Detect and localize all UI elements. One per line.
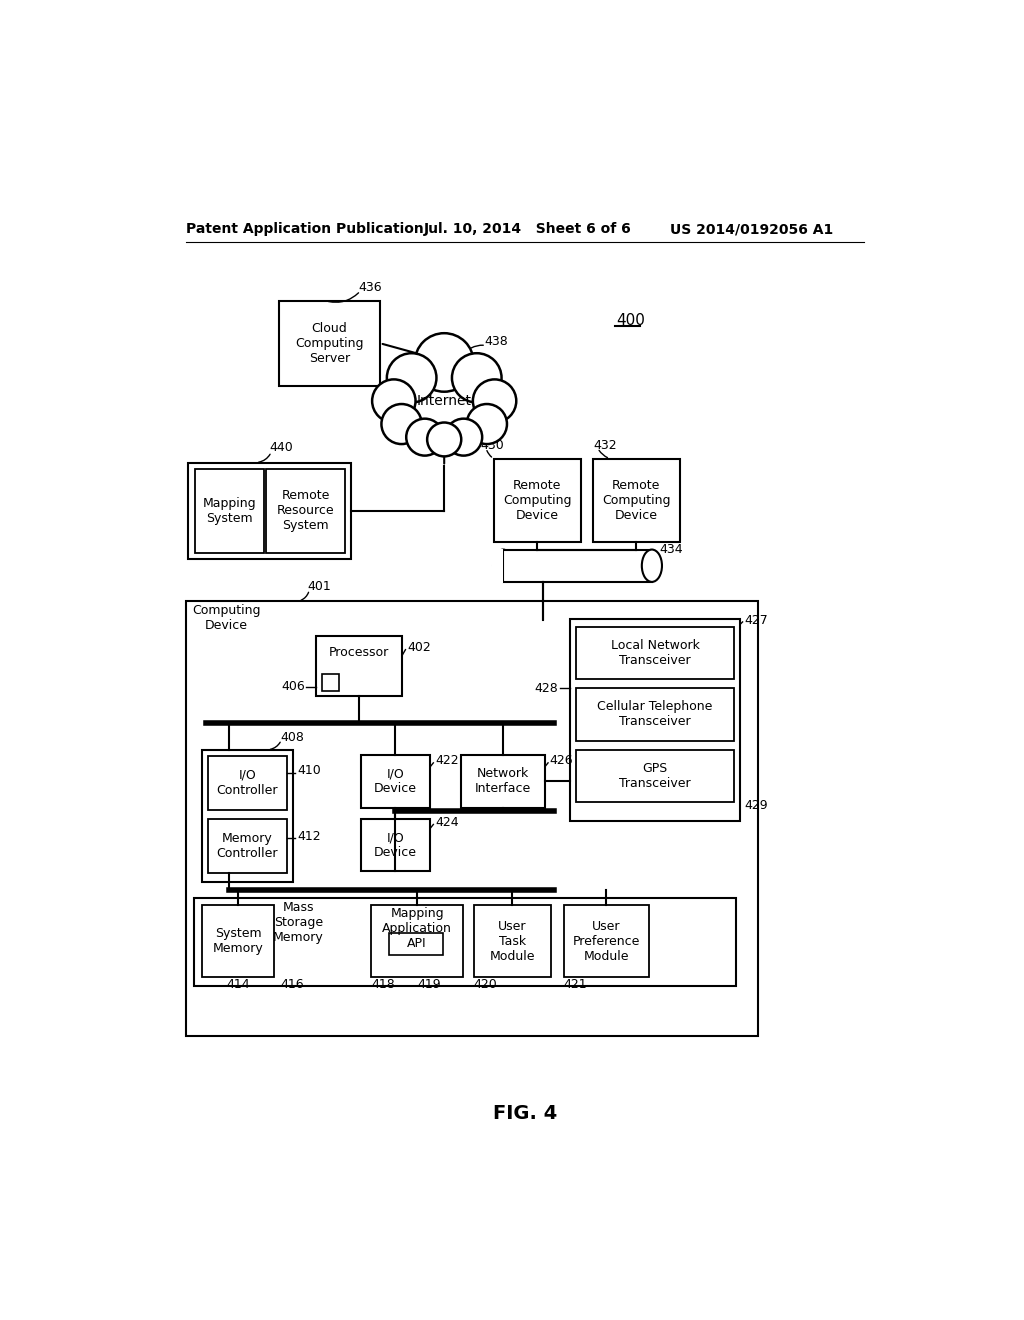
Text: I/O
Device: I/O Device xyxy=(374,832,417,859)
Text: System
Memory: System Memory xyxy=(213,927,263,956)
Text: Cellular Telephone
Transceiver: Cellular Telephone Transceiver xyxy=(597,701,713,729)
Text: 418: 418 xyxy=(372,978,395,991)
Bar xyxy=(569,619,740,821)
Circle shape xyxy=(372,379,416,422)
Bar xyxy=(266,469,345,553)
Text: 429: 429 xyxy=(744,799,768,812)
Bar xyxy=(322,675,339,692)
Circle shape xyxy=(427,422,461,457)
Text: Network
Interface: Network Interface xyxy=(475,767,531,796)
Text: Remote
Computing
Device: Remote Computing Device xyxy=(602,479,671,521)
Text: 427: 427 xyxy=(744,614,768,627)
Text: 416: 416 xyxy=(280,978,303,991)
Text: 410: 410 xyxy=(297,764,321,777)
Bar xyxy=(563,906,649,977)
Bar xyxy=(494,459,581,543)
Text: 420: 420 xyxy=(474,978,498,991)
Text: Local Network
Transceiver: Local Network Transceiver xyxy=(610,639,699,667)
Bar xyxy=(195,469,264,553)
Text: FIG. 4: FIG. 4 xyxy=(493,1104,557,1123)
Text: User
Task
Module: User Task Module xyxy=(489,920,536,962)
Text: 408: 408 xyxy=(280,731,304,744)
Text: 438: 438 xyxy=(484,335,508,348)
Text: Mapping
Application: Mapping Application xyxy=(382,907,452,935)
Bar xyxy=(593,459,680,543)
Bar xyxy=(194,898,736,986)
Circle shape xyxy=(445,418,482,455)
Text: 428: 428 xyxy=(535,681,558,694)
Text: 432: 432 xyxy=(593,440,616,453)
Text: 406: 406 xyxy=(281,680,305,693)
Bar xyxy=(372,906,463,977)
Bar xyxy=(575,627,734,678)
Text: User
Preference
Module: User Preference Module xyxy=(572,920,640,962)
Circle shape xyxy=(381,404,422,444)
Bar xyxy=(503,549,652,582)
Circle shape xyxy=(387,354,436,403)
Bar xyxy=(360,755,430,808)
Text: 400: 400 xyxy=(616,313,645,327)
Text: Remote
Resource
System: Remote Resource System xyxy=(276,490,334,532)
Text: 424: 424 xyxy=(435,816,459,829)
Text: 414: 414 xyxy=(226,978,250,991)
Bar xyxy=(493,549,503,582)
Text: 422: 422 xyxy=(435,754,459,767)
Text: GPS
Transceiver: GPS Transceiver xyxy=(620,762,691,789)
Circle shape xyxy=(467,404,507,444)
Text: 434: 434 xyxy=(659,543,683,556)
Text: 440: 440 xyxy=(270,441,294,454)
Text: 419: 419 xyxy=(417,978,440,991)
Ellipse shape xyxy=(642,549,662,582)
Text: I/O
Controller: I/O Controller xyxy=(217,768,279,797)
Bar xyxy=(461,755,545,808)
Text: 401: 401 xyxy=(308,579,332,593)
Text: API: API xyxy=(407,937,426,950)
Bar xyxy=(575,750,734,803)
Bar xyxy=(360,818,430,871)
Circle shape xyxy=(452,354,502,403)
Bar xyxy=(208,756,287,810)
Text: 402: 402 xyxy=(407,640,431,653)
Text: 421: 421 xyxy=(563,978,587,991)
Text: I/O
Device: I/O Device xyxy=(374,767,417,796)
Circle shape xyxy=(407,418,443,455)
Text: Cloud
Computing
Server: Cloud Computing Server xyxy=(295,322,364,364)
Text: Computing
Device: Computing Device xyxy=(193,605,261,632)
Bar xyxy=(474,906,551,977)
Bar xyxy=(315,636,402,696)
Text: Mass
Storage
Memory: Mass Storage Memory xyxy=(273,902,324,944)
Text: 436: 436 xyxy=(358,281,382,294)
Bar xyxy=(575,688,734,741)
Text: 426: 426 xyxy=(550,754,573,767)
Text: Memory
Controller: Memory Controller xyxy=(217,832,279,861)
Ellipse shape xyxy=(493,549,513,582)
Bar xyxy=(389,933,443,954)
Text: Remote
Computing
Device: Remote Computing Device xyxy=(503,479,571,521)
Bar xyxy=(280,301,380,385)
Text: 412: 412 xyxy=(297,829,321,842)
Bar xyxy=(202,750,293,882)
Bar xyxy=(203,906,273,977)
Bar xyxy=(188,462,351,558)
Circle shape xyxy=(473,379,516,422)
Circle shape xyxy=(415,333,474,392)
Text: Jul. 10, 2014   Sheet 6 of 6: Jul. 10, 2014 Sheet 6 of 6 xyxy=(424,222,632,236)
Text: Patent Application Publication: Patent Application Publication xyxy=(186,222,424,236)
Text: Processor: Processor xyxy=(329,647,389,659)
Text: US 2014/0192056 A1: US 2014/0192056 A1 xyxy=(671,222,834,236)
Bar xyxy=(186,601,758,1036)
Bar xyxy=(208,818,287,873)
Text: Internet: Internet xyxy=(417,393,472,408)
Text: Mapping
System: Mapping System xyxy=(203,496,256,524)
Text: 430: 430 xyxy=(480,440,505,453)
